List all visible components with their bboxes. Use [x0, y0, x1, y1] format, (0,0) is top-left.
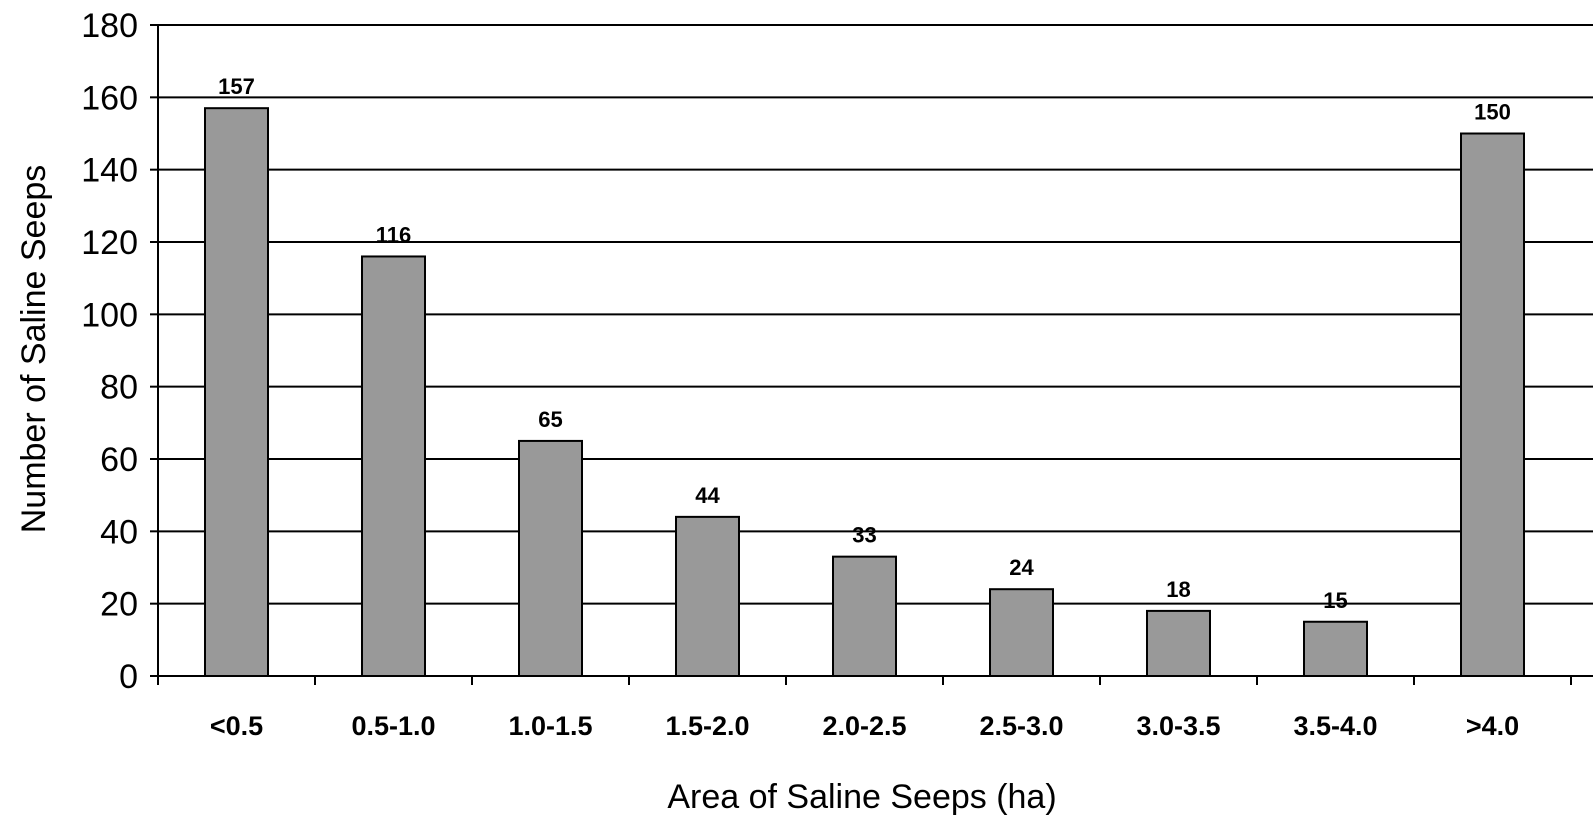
y-tick-label: 100	[81, 296, 138, 334]
y-tick-label: 140	[81, 152, 138, 190]
y-tick-label: 180	[81, 7, 138, 45]
x-tick-label: 3.5-4.0	[1293, 711, 1377, 741]
data-label: 18	[1166, 577, 1190, 602]
bar	[1146, 609, 1211, 678]
x-tick-label: 2.0-2.5	[822, 711, 906, 741]
bars	[204, 107, 1525, 678]
x-tick-label: 2.5-3.0	[979, 711, 1063, 741]
x-tick-label: <0.5	[210, 711, 263, 741]
data-label: 65	[538, 407, 562, 432]
bar	[1460, 132, 1525, 677]
data-label: 44	[695, 483, 720, 508]
data-label: 33	[852, 523, 876, 548]
bar	[361, 255, 426, 677]
y-tick-label: 160	[81, 79, 138, 117]
bar	[204, 107, 269, 677]
data-label: 116	[376, 222, 412, 247]
data-label: 15	[1323, 588, 1347, 613]
y-axis-title: Number of Saline Seeps	[15, 165, 53, 534]
y-tick-label: 120	[81, 224, 138, 262]
bar	[675, 515, 740, 677]
bar	[518, 439, 583, 677]
y-tick-labels: 0 20 40 60 80 100 120 140 160 180	[81, 7, 138, 696]
bar	[989, 588, 1054, 678]
x-tick-label: 0.5-1.0	[351, 711, 435, 741]
x-tick-label: 3.0-3.5	[1136, 711, 1220, 741]
data-label: 24	[1009, 555, 1034, 580]
y-tick-label: 0	[119, 658, 138, 696]
x-axis-title: Area of Saline Seeps (ha)	[667, 778, 1056, 816]
bar	[1303, 620, 1368, 677]
x-tick-label: 1.0-1.5	[508, 711, 592, 741]
y-tick-label: 80	[100, 369, 138, 407]
x-tick-label: >4.0	[1466, 711, 1519, 741]
axes	[150, 24, 1593, 685]
data-labels: 157 116 65 44 33 24 18 15 150	[218, 74, 1511, 613]
data-label: 150	[1474, 100, 1511, 125]
x-tick-label: 1.5-2.0	[665, 711, 749, 741]
y-tick-label: 60	[100, 441, 138, 479]
bar	[832, 555, 897, 678]
y-tick-label: 40	[100, 513, 138, 551]
x-tick-labels: <0.5 0.5-1.0 1.0-1.5 1.5-2.0 2.0-2.5 2.5-3.0 3…	[210, 711, 1519, 741]
data-label: 157	[218, 74, 255, 99]
y-tick-label: 20	[100, 586, 138, 624]
